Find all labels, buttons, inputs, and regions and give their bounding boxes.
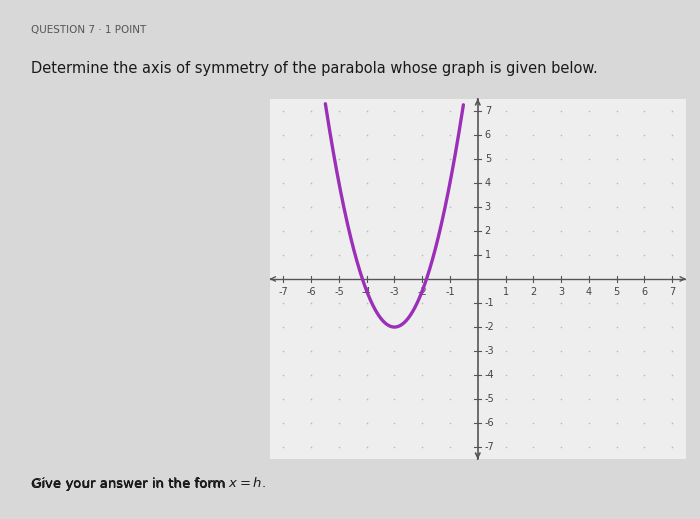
- Text: 6: 6: [641, 288, 648, 297]
- Text: 1: 1: [503, 288, 509, 297]
- Text: 3: 3: [484, 202, 491, 212]
- Text: -7: -7: [279, 288, 288, 297]
- Text: -4: -4: [362, 288, 372, 297]
- Text: 7: 7: [484, 106, 491, 116]
- Text: 4: 4: [484, 178, 491, 188]
- Text: -3: -3: [390, 288, 399, 297]
- Text: -1: -1: [445, 288, 455, 297]
- Text: Give your answer in the form: Give your answer in the form: [31, 478, 230, 491]
- Text: -6: -6: [484, 418, 494, 428]
- Text: -6: -6: [307, 288, 316, 297]
- Text: Determine the axis of symmetry of the parabola whose graph is given below.: Determine the axis of symmetry of the pa…: [31, 61, 598, 76]
- Text: 2: 2: [530, 288, 536, 297]
- Text: Give your answer in the form: Give your answer in the form: [31, 478, 230, 491]
- Text: -3: -3: [484, 346, 494, 356]
- Text: -4: -4: [484, 370, 494, 380]
- Text: -1: -1: [484, 298, 494, 308]
- Text: -2: -2: [417, 288, 427, 297]
- Text: -7: -7: [484, 442, 494, 452]
- Text: 6: 6: [484, 130, 491, 140]
- Text: -5: -5: [484, 394, 494, 404]
- Text: Give your answer in the form $x = h$.: Give your answer in the form $x = h$.: [31, 475, 266, 492]
- Text: -5: -5: [334, 288, 344, 297]
- Text: QUESTION 7 · 1 POINT: QUESTION 7 · 1 POINT: [31, 25, 146, 35]
- Text: -2: -2: [484, 322, 494, 332]
- Text: 5: 5: [613, 288, 620, 297]
- Text: 3: 3: [558, 288, 564, 297]
- Text: 1: 1: [484, 250, 491, 260]
- Text: 4: 4: [586, 288, 592, 297]
- Text: 7: 7: [669, 288, 675, 297]
- Text: 2: 2: [484, 226, 491, 236]
- Text: 5: 5: [484, 154, 491, 163]
